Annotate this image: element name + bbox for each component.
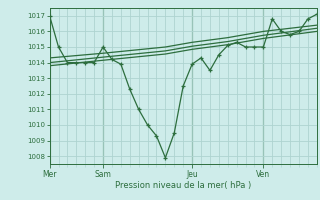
X-axis label: Pression niveau de la mer( hPa ): Pression niveau de la mer( hPa ) <box>115 181 251 190</box>
